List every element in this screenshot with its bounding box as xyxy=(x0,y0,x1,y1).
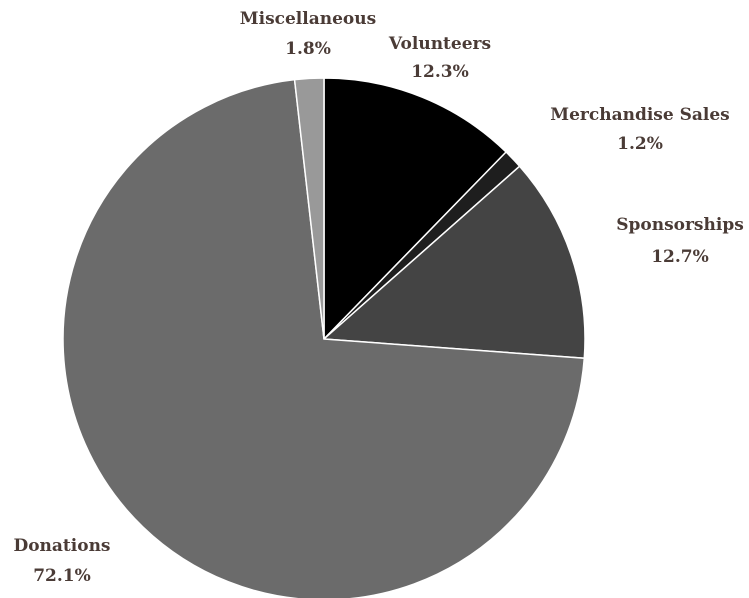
slice-value-volunteers: 12.3% xyxy=(411,62,469,82)
pie-labels: Volunteers 12.3% Merchandise Sales 1.2% Spon… xyxy=(13,9,743,586)
slice-label-miscellaneous: Miscellaneous xyxy=(240,9,376,29)
pie-slices xyxy=(62,77,586,598)
slice-label-merchandise-sales: Merchandise Sales xyxy=(550,105,729,125)
slice-value-donations: 72.1% xyxy=(33,566,91,586)
slice-label-donations: Donations xyxy=(13,536,110,556)
pie-slice-miscellaneous xyxy=(293,77,325,340)
slice-label-sponsorships: Sponsorships xyxy=(616,215,744,235)
pie-slice-sponsorships xyxy=(322,165,586,360)
slice-value-merchandise-sales: 1.2% xyxy=(617,134,663,154)
pie-slice-volunteers xyxy=(323,77,508,341)
slice-value-miscellaneous: 1.8% xyxy=(285,39,331,59)
slice-label-volunteers: Volunteers xyxy=(388,34,491,54)
slice-value-sponsorships: 12.7% xyxy=(651,247,709,267)
